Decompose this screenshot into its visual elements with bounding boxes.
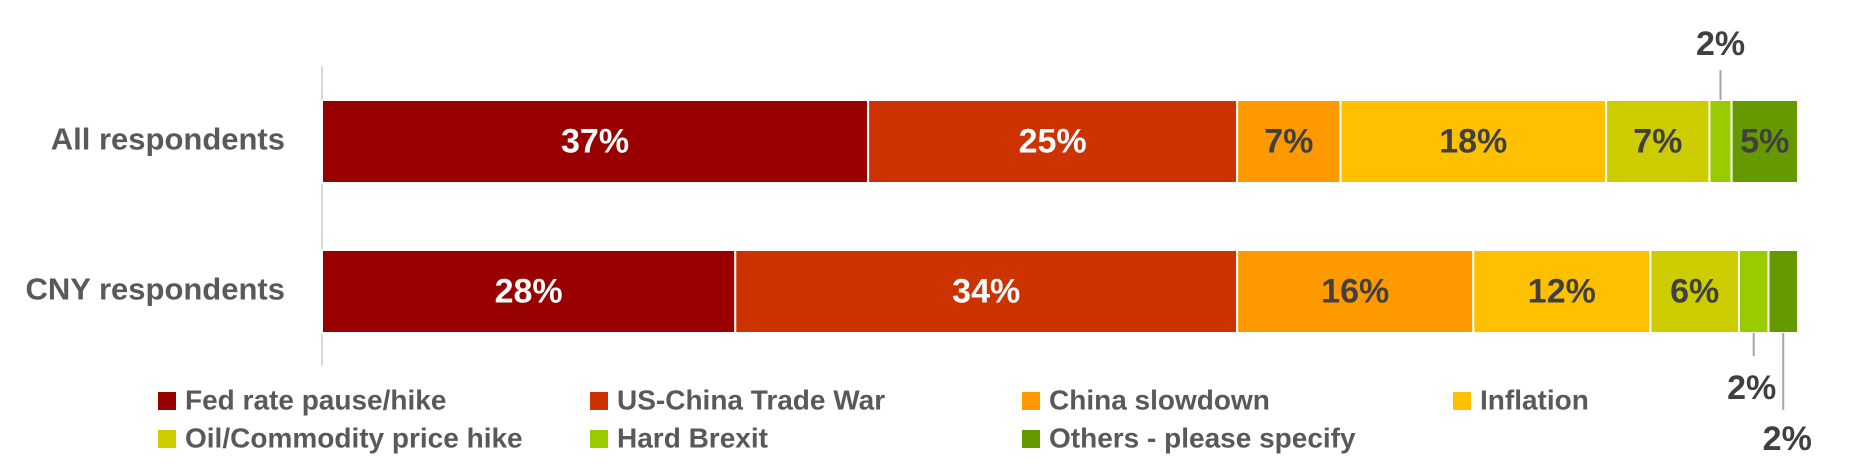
data-label-fed-rate-pause-hike-cny-respondents: 28% xyxy=(495,272,563,310)
data-label-us-china-trade-war-cny-respondents: 34% xyxy=(952,272,1020,310)
data-label-inflation-cny-respondents: 12% xyxy=(1528,272,1596,310)
legend-label-china-slowdown: China slowdown xyxy=(1049,384,1270,415)
bar-segment-oil-commodity-price-hike-cny-respondents xyxy=(1649,249,1740,334)
legend-swatch-us-china-trade-war xyxy=(590,392,608,410)
bar-segment-us-china-trade-war-all-respondents xyxy=(867,99,1239,184)
legend-label-us-china-trade-war: US-China Trade War xyxy=(617,384,885,415)
legend-swatch-oil-commodity-price-hike xyxy=(158,430,176,448)
bar-segment-hard-brexit-cny-respondents xyxy=(1737,249,1770,334)
legend-label-oil-commodity-price-hike: Oil/Commodity price hike xyxy=(185,422,523,453)
category-label-all-respondents: All respondents xyxy=(51,122,285,157)
bar-segment-china-slowdown-all-respondents xyxy=(1236,99,1342,184)
bar-segment-china-slowdown-cny-respondents xyxy=(1236,249,1475,334)
data-label-us-china-trade-war-all-respondents: 25% xyxy=(1019,122,1087,160)
legend-label-fed-rate-pause-hike: Fed rate pause/hike xyxy=(185,384,446,415)
legend-swatch-fed-rate-pause-hike xyxy=(158,392,176,410)
bar-segment-others-please-specify-cny-respondents xyxy=(1767,249,1799,334)
bar-segment-us-china-trade-war-cny-respondents xyxy=(734,249,1239,334)
bar-segment-others-please-specify-all-respondents xyxy=(1730,99,1799,184)
data-label-oil-commodity-price-hike-all-respondents: 7% xyxy=(1633,122,1682,160)
data-label-china-slowdown-cny-respondents: 16% xyxy=(1321,272,1389,310)
category-label-cny-respondents: CNY respondents xyxy=(25,272,285,307)
data-label-hard-brexit-cny-respondents: 2% xyxy=(1727,369,1776,407)
legend-swatch-inflation xyxy=(1453,392,1471,410)
data-label-oil-commodity-price-hike-cny-respondents: 6% xyxy=(1670,272,1719,310)
data-label-fed-rate-pause-hike-all-respondents: 37% xyxy=(561,122,629,160)
legend-swatch-others-please-specify xyxy=(1022,430,1040,448)
data-label-others-please-specify-all-respondents: 5% xyxy=(1740,122,1789,160)
data-label-inflation-all-respondents: 18% xyxy=(1439,122,1507,160)
legend-label-inflation: Inflation xyxy=(1480,384,1589,415)
data-label-others-please-specify-cny-respondents: 2% xyxy=(1763,420,1812,458)
legend-label-hard-brexit: Hard Brexit xyxy=(617,422,768,453)
bar-segment-inflation-cny-respondents xyxy=(1472,249,1652,334)
legend-label-others-please-specify: Others - please specify xyxy=(1049,422,1356,453)
legend-swatch-hard-brexit xyxy=(590,430,608,448)
bar-segment-hard-brexit-all-respondents xyxy=(1708,99,1733,184)
data-label-hard-brexit-all-respondents: 2% xyxy=(1696,25,1745,63)
data-label-china-slowdown-all-respondents: 7% xyxy=(1264,122,1313,160)
legend-swatch-china-slowdown xyxy=(1022,392,1040,410)
